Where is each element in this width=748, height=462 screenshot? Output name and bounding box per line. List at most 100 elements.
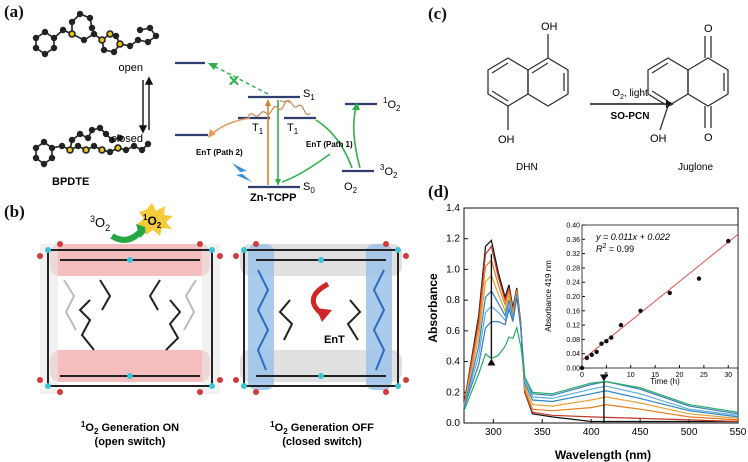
- triplet-o2-label: 3O2: [380, 163, 398, 180]
- x-tick-label: 300: [485, 427, 502, 438]
- x-tick-label: 450: [632, 427, 649, 438]
- blocked-cross-icon: ✕: [228, 73, 241, 90]
- off-caption-line2: (closed switch): [282, 436, 362, 448]
- y-tick-label: 0.0: [446, 418, 460, 429]
- spectrum-line-2: [463, 245, 739, 423]
- switch-arrows: [138, 76, 154, 134]
- panel-a-diagram: open closed BPDTE S1 T1 T1 S0 Zn-TCPP 1O…: [32, 10, 401, 204]
- y-tick-label: 0.4: [446, 357, 460, 368]
- inset-y-tick-label: 0.24: [566, 280, 580, 287]
- absorbance-chart: 300 350 400 450 500 5500.00.20.40.60.81.01.21…: [426, 203, 747, 462]
- path2-label: EnT (Path 2): [196, 148, 243, 157]
- inset-y-axis-label: Absorbance 419 nm: [544, 260, 553, 332]
- inset-y-tick-label: 0.28: [566, 265, 580, 272]
- inset-x-axis-label: Time (h): [650, 377, 680, 386]
- path1-arrow-up: [352, 107, 361, 169]
- inset-y-tick-label: 0.12: [566, 323, 580, 330]
- x-tick-label: 550: [730, 427, 747, 438]
- path1-arrow-down: [315, 119, 353, 169]
- blocked-dashed-arrow: [213, 65, 269, 95]
- dhn-oh-bottom: OH: [498, 134, 515, 146]
- isc-wavy-left: [247, 100, 291, 117]
- s1-label: S1: [303, 88, 315, 102]
- o2-conversion-arrow: [110, 227, 145, 243]
- y-tick-label: 1.2: [446, 234, 460, 245]
- dhn-structure: [487, 34, 569, 130]
- main-y-axis-label: Absorbance: [426, 273, 440, 343]
- juglone-label: Juglone: [678, 162, 713, 173]
- inset-y-tick-label: 0.32: [566, 251, 580, 258]
- inset-data-point: [609, 335, 614, 340]
- inset-x-tick-label: 25: [700, 372, 708, 379]
- path1-arrow-return: [281, 153, 331, 183]
- juglone-structure: [647, 36, 729, 131]
- decrease-arrow-head: [487, 358, 496, 366]
- molecule-open-image: [32, 10, 160, 58]
- ent-label: EnT: [324, 334, 345, 346]
- x-tick-label: 400: [583, 427, 600, 438]
- inset-y-tick-label: 0.40: [566, 223, 580, 230]
- inset-y-tick-label: 0.00: [566, 366, 580, 373]
- inset-plot-area: 0 5 10 15 20 25 30 0.00 0.04 0.08 0.12 0.16 0.20 0.24…: [566, 223, 739, 379]
- x-tick-label: 350: [534, 427, 551, 438]
- s0-label: S0: [303, 181, 315, 195]
- juglone-o-top: O: [704, 23, 713, 35]
- bpdte-label: BPDTE: [52, 176, 89, 188]
- panel-label-c: (c): [428, 4, 447, 23]
- open-state-label: open: [119, 62, 143, 74]
- dhn-oh-top: OH: [541, 21, 558, 33]
- inset-data-point: [594, 349, 599, 355]
- inset-data-point: [599, 341, 604, 346]
- closed-state-label: closed: [111, 133, 143, 145]
- panel-label-b: (b): [4, 202, 25, 221]
- inset-x-tick-label: 30: [724, 372, 732, 379]
- y-tick-label: 0.2: [446, 387, 460, 398]
- x-tick-label: 500: [681, 427, 698, 438]
- inset-x-tick-label: 15: [651, 372, 659, 379]
- inset-data-point: [618, 322, 624, 328]
- inset-data-point: [589, 352, 594, 357]
- spectrum-line-8: [463, 325, 739, 413]
- singlet-oxygen-burst-icon: [137, 203, 173, 236]
- inset-x-tick-label: 20: [676, 372, 684, 379]
- inset-x-tick-label: 5: [604, 372, 608, 379]
- triplet-o2-text: 3O2: [90, 214, 110, 233]
- inset-data-point: [584, 355, 590, 361]
- y-tick-label: 0.6: [446, 326, 460, 337]
- isc-wavy-right: [279, 99, 311, 116]
- main-x-axis-label: Wavelength (nm): [555, 448, 651, 462]
- inset-fit-line: [581, 233, 739, 361]
- inset-data-point: [604, 338, 609, 344]
- panel-c-scheme: OH OH DHN O2, light SO-PCN O O OH Juglon…: [487, 21, 729, 173]
- inset-data-point: [667, 290, 672, 296]
- inset-y-tick-label: 0.16: [566, 308, 580, 315]
- y-tick-label: 1.4: [446, 203, 460, 214]
- inset-y-tick-label: 0.20: [566, 294, 580, 301]
- t1-right-label: T1: [287, 122, 299, 136]
- open-switch-cage-image: [37, 241, 223, 395]
- inset-y-tick-label: 0.04: [566, 351, 580, 358]
- increase-arrow-head: [599, 374, 608, 382]
- lightning-icon: [232, 163, 252, 182]
- juglone-o-bottom: O: [704, 132, 713, 144]
- singlet-o2-label: 1O2: [383, 96, 401, 113]
- molecule-closed-image: [32, 124, 152, 168]
- closed-switch-cage-image: [233, 241, 409, 395]
- t1-left-label: T1: [252, 122, 264, 136]
- inset-data-point: [638, 308, 643, 313]
- inset-data-point: [696, 276, 702, 281]
- on-caption: 1O2 Generation ON: [81, 420, 179, 436]
- o2-label: O2: [344, 181, 358, 195]
- panel-label-a: (a): [4, 2, 24, 21]
- inset-frame: [581, 224, 739, 369]
- path1-label: EnT (Path 1): [306, 140, 353, 149]
- off-caption: 1O2 Generation OFF: [270, 420, 374, 436]
- inset-r-squared: R2 = 0.99: [596, 243, 634, 254]
- zn-tcpp-label: Zn-TCPP: [250, 192, 296, 204]
- inset-equation: y = 0.011x + 0.022: [595, 232, 670, 242]
- inset-y-tick-label: 0.08: [566, 337, 580, 344]
- spectrum-line-1: [463, 239, 738, 423]
- path2-arrow: [211, 117, 251, 135]
- y-tick-label: 0.8: [446, 295, 460, 306]
- main-plot-area: 300 350 400 450 500 5500.00.20.40.60.81.01.21…: [446, 203, 747, 438]
